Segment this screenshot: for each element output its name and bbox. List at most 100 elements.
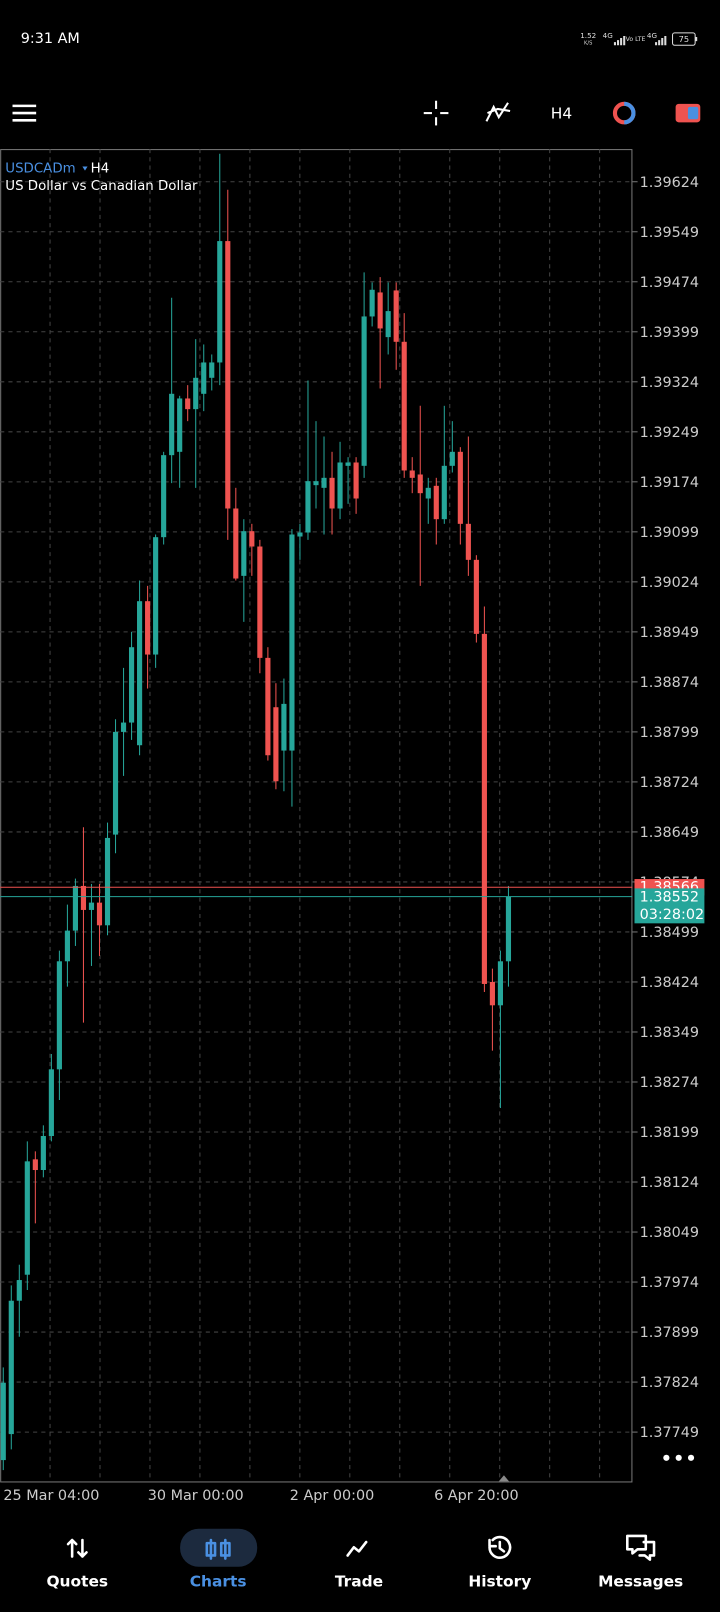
candle-body — [457, 451, 463, 524]
candle-body — [72, 885, 79, 931]
y-tick-label: 1.38724 — [640, 775, 699, 791]
y-tick-label: 1.38499 — [640, 925, 699, 941]
y-tick-label: 1.37899 — [640, 1325, 699, 1341]
candle-body — [24, 1161, 30, 1275]
nav-icon — [626, 1534, 656, 1561]
more-button[interactable] — [663, 1454, 695, 1461]
nav-icon — [205, 1538, 231, 1560]
nav-label: Messages — [598, 1573, 683, 1591]
net-speed-unit: K/S — [584, 41, 592, 47]
timeframe-button[interactable]: H4 — [551, 105, 572, 123]
candle-body — [473, 559, 479, 634]
y-tick-label: 1.38424 — [640, 975, 699, 991]
candle-body — [96, 902, 103, 926]
candle-body — [120, 722, 127, 732]
bid-label-box — [634, 888, 705, 924]
y-tick-label: 1.38124 — [640, 1175, 699, 1191]
candle-body — [32, 1159, 38, 1171]
nav-label: Quotes — [46, 1573, 108, 1591]
candle-body — [40, 1136, 46, 1171]
candle-body — [225, 241, 231, 509]
menu-button[interactable] — [12, 104, 37, 122]
bid-label: 1.38552 — [640, 890, 699, 906]
nav-tab[interactable]: Quotes — [46, 1538, 108, 1591]
candle-body — [177, 398, 183, 452]
candle-body — [185, 398, 191, 410]
candle-body — [64, 930, 70, 962]
x-tick-label: 6 Apr 20:00 — [434, 1488, 519, 1504]
nav-tab[interactable]: History — [468, 1535, 531, 1591]
chart-subtitle: US Dollar vs Canadian Dollar — [5, 179, 198, 194]
y-tick-label: 1.38649 — [640, 825, 699, 841]
nav-tab[interactable]: Trade — [335, 1540, 383, 1591]
battery-level: 75 — [679, 34, 689, 44]
y-tick-label: 1.38874 — [640, 675, 699, 691]
candle-body — [217, 241, 223, 363]
active-tab-pill — [180, 1528, 258, 1567]
y-tick-label: 1.39249 — [640, 425, 699, 441]
candle-body — [433, 485, 439, 520]
candle-body — [209, 362, 215, 378]
nav-label: Trade — [335, 1573, 383, 1591]
y-tick-label: 1.37749 — [640, 1425, 699, 1441]
nav-icon — [346, 1540, 368, 1557]
candle-body — [305, 481, 311, 533]
candle-body — [313, 481, 319, 486]
candle-body — [417, 474, 423, 494]
crosshair-button[interactable] — [423, 100, 449, 126]
candle-body — [345, 462, 351, 466]
y-tick-label: 1.39099 — [640, 525, 699, 541]
candle-body — [401, 341, 407, 471]
candle-body — [465, 523, 471, 560]
y-tick-label: 1.39024 — [640, 575, 699, 591]
candle-body — [377, 292, 383, 329]
status-time: 9:31 AM — [21, 31, 80, 47]
y-tick-label: 1.38349 — [640, 1025, 699, 1041]
candle-body — [241, 531, 247, 576]
candle-body — [481, 633, 487, 984]
indicators-button[interactable] — [485, 102, 511, 122]
candle-body — [321, 477, 327, 488]
volte: Vo LTE — [626, 36, 646, 43]
y-tick-label: 1.39624 — [640, 175, 699, 191]
nav-tab[interactable]: Messages — [598, 1534, 683, 1591]
candle-body — [393, 290, 399, 342]
candle-body — [80, 885, 87, 910]
y-tick-label: 1.39399 — [640, 325, 699, 341]
x-tick-label: 30 Mar 00:00 — [148, 1488, 244, 1504]
nav-label: History — [468, 1573, 531, 1591]
candle-body — [281, 703, 287, 751]
candle-body — [385, 311, 391, 338]
candle-body — [161, 455, 167, 538]
candle-body — [145, 601, 151, 655]
candle-body — [48, 1069, 54, 1137]
x-tick-label: 2 Apr 00:00 — [290, 1488, 375, 1504]
candle-body — [361, 316, 367, 466]
candle-body — [193, 377, 199, 410]
candle-body — [265, 657, 271, 756]
y-tick-label: 1.38274 — [640, 1075, 699, 1091]
nav-tab[interactable]: Charts — [190, 1538, 247, 1591]
candle-body — [297, 532, 303, 537]
objects-button[interactable] — [612, 101, 636, 125]
symbol-dropdown — [82, 166, 88, 171]
candle-body — [257, 546, 263, 658]
candle-body — [273, 707, 279, 782]
candle-body — [249, 531, 255, 547]
trade-button[interactable] — [675, 103, 701, 123]
candle-body — [128, 647, 135, 723]
candle-body — [8, 1300, 14, 1435]
candle-body — [353, 462, 359, 499]
nav-icon — [66, 1538, 88, 1558]
candle-body — [233, 508, 239, 579]
net-type: 4G — [603, 31, 613, 40]
candle-body — [56, 961, 62, 1070]
y-tick-label: 1.39474 — [640, 275, 699, 291]
candle-body — [369, 289, 375, 317]
countdown: 03:28:02 — [640, 907, 705, 923]
shift-marker — [498, 1475, 510, 1482]
candle-body — [449, 451, 455, 466]
net-speed: 1.52 — [580, 31, 596, 40]
symbol: USDCADm — [5, 162, 75, 177]
